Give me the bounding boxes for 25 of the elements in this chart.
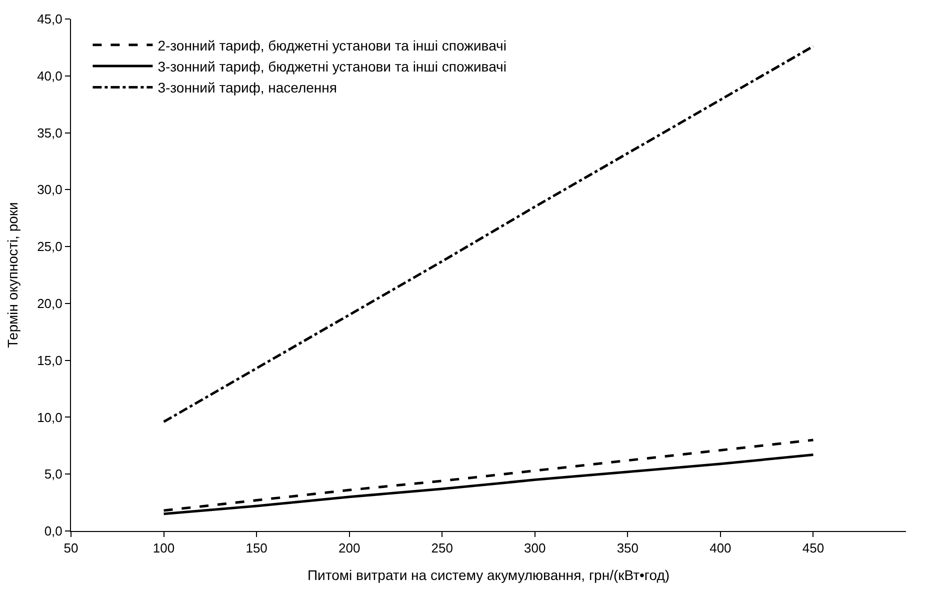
y-tick-label: 30,0 [37,182,62,198]
y-axis-title: Термін окупності, роки [4,202,21,348]
y-tick-label: 35,0 [37,125,62,140]
legend-label: 2-зонний тариф, бюджетні установи та інші споживачі [158,37,506,54]
x-tick-label: 300 [524,540,546,556]
y-tick-label: 40,0 [37,68,62,84]
x-tick-label: 150 [246,540,268,556]
y-tick-label: 45,0 [37,12,62,27]
x-tick-label: 250 [431,540,453,556]
y-tick-label: 25,0 [37,239,62,254]
x-tick-label: 400 [710,540,732,556]
line-series [162,438,814,512]
x-tick-label: 450 [802,540,824,556]
x-tick-label: 350 [616,540,639,556]
y-tick-label: 5,0 [44,466,62,482]
y-tick-label: 20,0 [37,296,62,311]
y-tick-label: 10,0 [37,410,62,425]
x-axis-title: Питомі витрати на систему акумулювання, грн/(кВт•год) [307,566,670,583]
legend-label: 3-зонний тариф, бюджетні установи та інші споживачі [158,58,506,74]
x-tick-label: 50 [64,540,78,556]
x-tick-label: 100 [152,540,175,556]
y-tick-label: 15,0 [37,352,62,368]
y-tick-label: 0,0 [44,524,62,539]
x-tick-label: 200 [338,540,360,556]
legend-label: 3-зонний тариф, населення [158,80,337,96]
